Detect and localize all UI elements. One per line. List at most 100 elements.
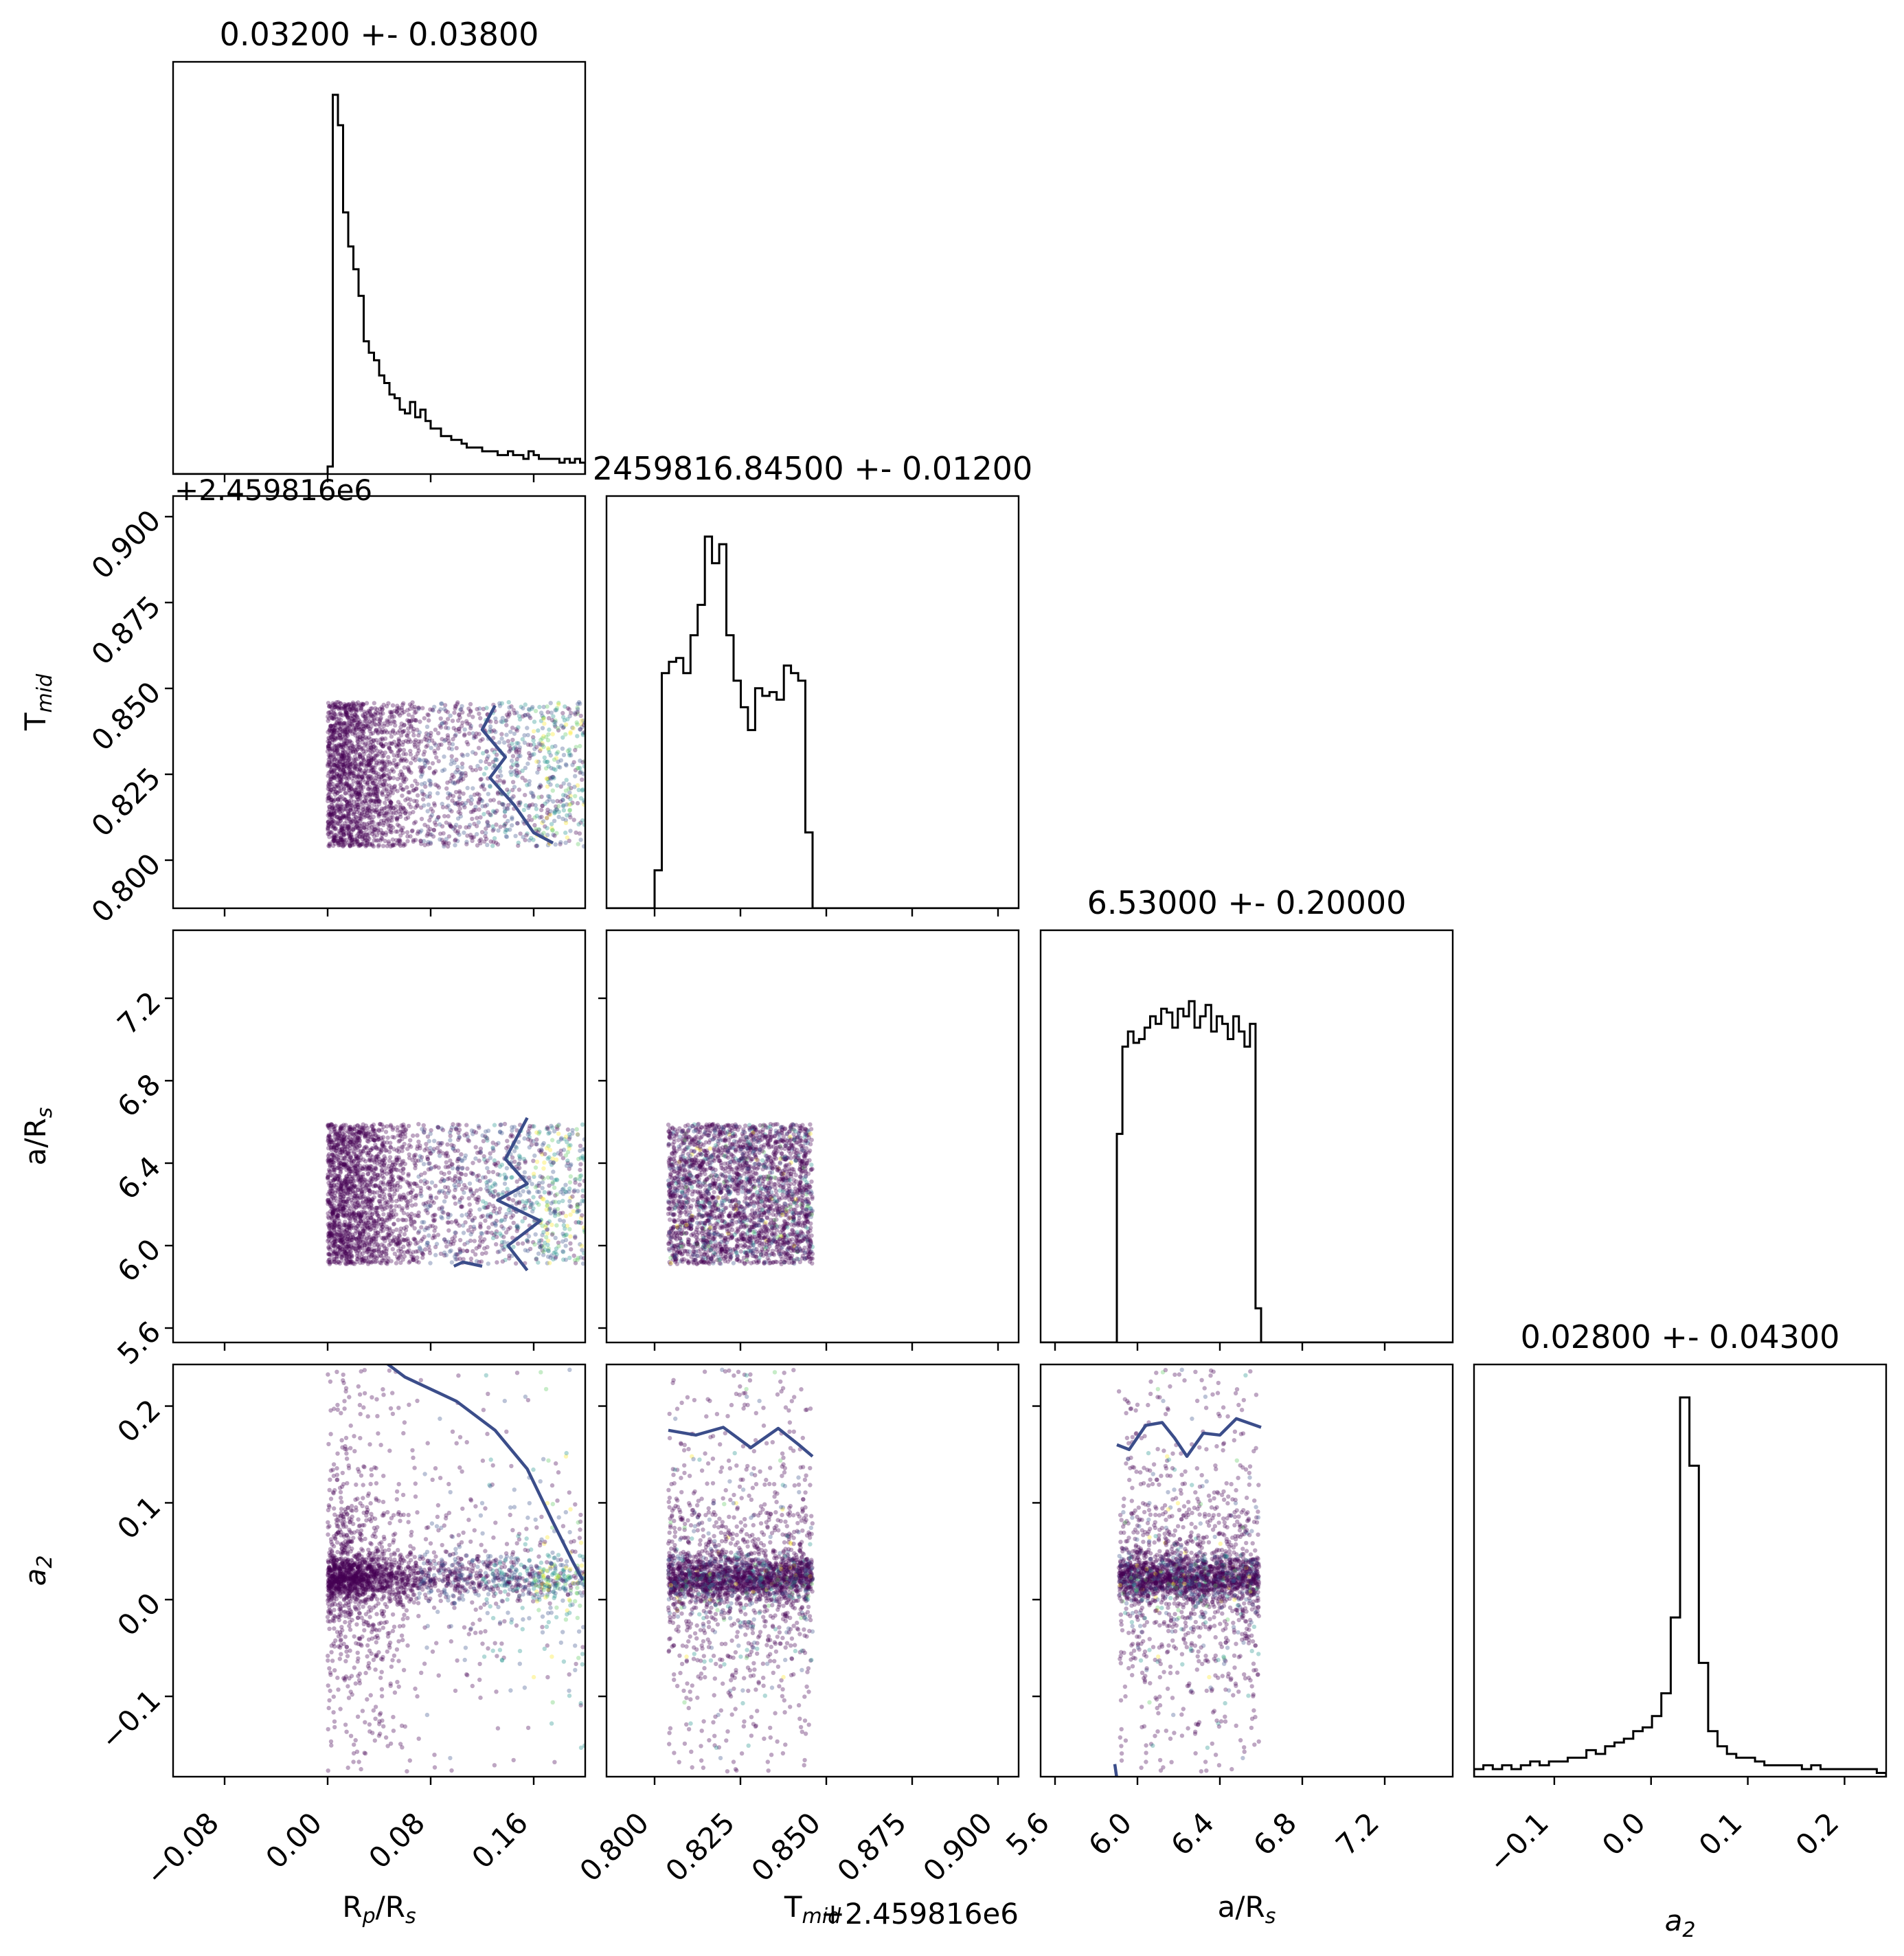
scatter-point bbox=[523, 1160, 528, 1165]
scatter-point bbox=[358, 842, 363, 848]
scatter-point bbox=[330, 1231, 335, 1236]
scatter-point bbox=[564, 802, 569, 807]
scatter-point bbox=[436, 1140, 441, 1146]
scatter-point bbox=[561, 1257, 566, 1262]
scatter-point bbox=[475, 763, 480, 769]
scatter-point bbox=[381, 1180, 385, 1185]
scatter-point bbox=[328, 769, 332, 774]
scatter-point bbox=[514, 1145, 519, 1150]
scatter-point bbox=[375, 1172, 381, 1178]
scatter-point bbox=[553, 842, 558, 847]
scatter-point bbox=[442, 1237, 447, 1242]
scatter-point bbox=[348, 1166, 352, 1171]
scatter-point bbox=[339, 736, 344, 741]
scatter-point bbox=[330, 1211, 335, 1217]
scatter-point bbox=[388, 769, 394, 774]
scatter-point bbox=[384, 796, 389, 801]
scatter-point bbox=[337, 785, 341, 790]
scatter-point bbox=[356, 818, 361, 824]
scatter-point bbox=[332, 797, 338, 802]
scatter-point bbox=[423, 784, 428, 789]
scatter-point bbox=[576, 1189, 580, 1193]
scatter-point bbox=[376, 772, 381, 776]
scatter-point bbox=[488, 813, 493, 818]
scatter-point bbox=[405, 1202, 411, 1207]
scatter-point bbox=[341, 721, 347, 726]
scatter-point bbox=[339, 1192, 344, 1198]
scatter-point bbox=[563, 762, 569, 767]
scatter-point bbox=[345, 1254, 350, 1259]
scatter-point bbox=[344, 782, 350, 787]
scatter-point bbox=[453, 1187, 457, 1193]
scatter-point bbox=[328, 1169, 332, 1174]
scatter-point bbox=[346, 783, 351, 789]
scatter-point bbox=[345, 809, 350, 814]
scatter-point bbox=[377, 719, 382, 723]
scatter-point bbox=[403, 752, 409, 756]
scatter-point bbox=[340, 1132, 345, 1136]
scatter-point bbox=[526, 1234, 532, 1239]
scatter-point bbox=[334, 809, 339, 814]
scatter-point bbox=[333, 704, 338, 710]
scatter-point bbox=[452, 1238, 457, 1244]
scatter-point bbox=[391, 1215, 396, 1219]
scatter-point bbox=[468, 726, 473, 731]
scatter-point bbox=[337, 806, 341, 811]
scatter-point bbox=[361, 1259, 365, 1263]
scatter-point bbox=[329, 765, 335, 770]
scatter-point bbox=[416, 1260, 421, 1265]
scatter-point bbox=[387, 804, 392, 809]
scatter-point bbox=[556, 1244, 561, 1249]
scatter-point bbox=[370, 1175, 375, 1180]
scatter-point bbox=[332, 798, 337, 803]
scatter-point bbox=[509, 1215, 514, 1220]
scatter-point bbox=[580, 1156, 585, 1160]
scatter-point bbox=[352, 842, 357, 847]
scatter-point bbox=[346, 1260, 351, 1265]
scatter-point bbox=[455, 718, 461, 723]
scatter-point bbox=[392, 1191, 397, 1197]
scatter-point bbox=[540, 1248, 545, 1253]
scatter-point bbox=[328, 1252, 332, 1257]
scatter-point bbox=[357, 767, 363, 772]
scatter-point bbox=[352, 704, 356, 708]
scatter-point bbox=[337, 1222, 343, 1226]
scatter-point bbox=[332, 1176, 337, 1181]
scatter-point bbox=[491, 1148, 496, 1154]
scatter-point bbox=[365, 791, 371, 797]
scatter-point bbox=[367, 774, 373, 779]
scatter-point bbox=[348, 1127, 353, 1132]
scatter-point bbox=[367, 758, 372, 763]
scatter-point bbox=[399, 1197, 404, 1202]
scatter-point bbox=[416, 1210, 421, 1215]
scatter-point bbox=[568, 1143, 573, 1148]
scatter-point bbox=[330, 701, 335, 706]
scatter-point bbox=[346, 1231, 351, 1236]
scatter-point bbox=[396, 711, 401, 716]
scatter-point bbox=[533, 827, 539, 831]
scatter-point bbox=[328, 764, 332, 769]
scatter-point bbox=[408, 1181, 413, 1186]
scatter-point bbox=[367, 710, 372, 715]
scatter-point bbox=[390, 1162, 395, 1168]
scatter-point bbox=[359, 799, 364, 805]
scatter-point bbox=[462, 1182, 467, 1188]
scatter-point bbox=[398, 1184, 403, 1189]
scatter-point bbox=[402, 1226, 407, 1230]
scatter-point bbox=[364, 761, 369, 767]
scatter-point bbox=[381, 773, 385, 778]
scatter-point bbox=[509, 758, 514, 763]
scatter-point bbox=[341, 764, 347, 769]
scatter-point bbox=[497, 740, 502, 745]
scatter-point bbox=[355, 786, 361, 791]
scatter-point bbox=[328, 1138, 332, 1143]
scatter-point bbox=[460, 1195, 464, 1200]
scatter-point bbox=[339, 1180, 344, 1185]
scatter-point bbox=[435, 791, 440, 796]
scatter-point bbox=[453, 1257, 458, 1262]
scatter-point bbox=[544, 776, 549, 781]
scatter-point bbox=[494, 719, 499, 725]
scatter-point bbox=[333, 761, 338, 767]
scatter-point bbox=[385, 773, 389, 778]
scatter-point bbox=[358, 754, 363, 759]
